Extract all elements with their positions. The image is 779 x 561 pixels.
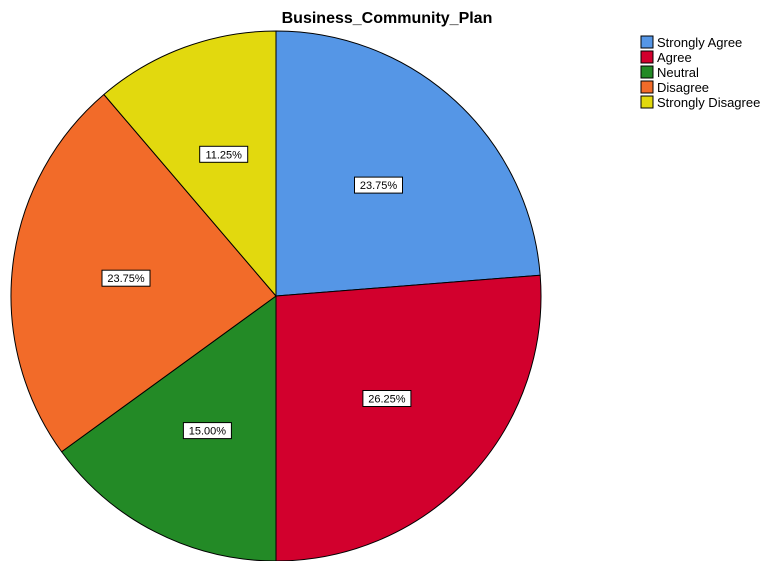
data-label-text: 15.00% <box>189 426 227 438</box>
data-label-disagree: 23.75% <box>101 269 151 287</box>
legend-swatch <box>640 50 654 64</box>
data-label-neutral: 15.00% <box>182 422 232 440</box>
legend: Strongly AgreeAgreeNeutralDisagreeStrong… <box>640 35 760 110</box>
pie-slice-neutral <box>61 295 277 561</box>
data-label-agree: 26.25% <box>362 390 412 407</box>
legend-label: Strongly Disagree <box>657 95 760 110</box>
legend-swatch <box>640 65 654 79</box>
legend-item-agree: Agree <box>640 50 692 65</box>
pie-slice-agree <box>275 274 542 561</box>
legend-label: Neutral <box>657 65 699 80</box>
data-label-strongly-agree: 23.75% <box>354 176 403 194</box>
pie-slice-strongly-disagree <box>103 30 277 297</box>
pie-slices <box>10 30 542 561</box>
data-label-text: 26.25% <box>368 394 406 406</box>
data-labels: 23.75% 26.25% 15.00% 23.75% 11.25% <box>101 145 412 440</box>
data-label-box <box>182 422 232 440</box>
data-label-box <box>362 390 412 407</box>
legend-label: Strongly Agree <box>657 35 742 50</box>
data-label-box <box>354 176 403 194</box>
legend-item-strongly-disagree: Strongly Disagree <box>640 95 760 110</box>
legend-item-disagree: Disagree <box>640 80 709 95</box>
legend-swatch <box>640 80 654 94</box>
data-label-strongly-disagree: 11.25% <box>199 145 249 163</box>
data-label-text: 23.75% <box>107 273 145 285</box>
legend-swatch <box>640 95 654 109</box>
data-label-box <box>101 269 151 287</box>
data-label-text: 11.25% <box>205 149 242 161</box>
legend-swatch <box>640 35 654 49</box>
data-label-text: 23.75% <box>360 180 398 192</box>
data-label-box <box>199 145 249 163</box>
pie-slice-strongly-agree <box>275 30 541 297</box>
legend-item-neutral: Neutral <box>640 65 699 80</box>
legend-item-strongly-agree: Strongly Agree <box>640 35 742 50</box>
chart-title: Business_Community_Plan <box>282 10 493 27</box>
legend-label: Agree <box>657 50 692 65</box>
legend-label: Disagree <box>657 80 709 95</box>
